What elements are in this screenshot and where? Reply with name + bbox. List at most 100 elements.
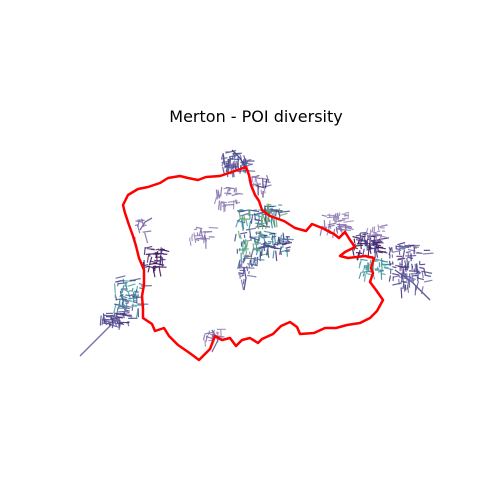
street-segment	[238, 209, 250, 213]
street-segment	[248, 209, 260, 213]
street-segment	[342, 228, 351, 232]
street-segment	[237, 230, 241, 239]
street-network	[79, 149, 434, 357]
street-segment	[121, 299, 133, 302]
street-segment	[99, 315, 102, 326]
street-segment	[353, 238, 356, 244]
street-segment	[376, 246, 386, 250]
street-segment	[229, 158, 232, 169]
street-segment	[198, 228, 202, 236]
street-segment	[143, 224, 147, 227]
street-segment	[131, 304, 137, 308]
street-segment	[420, 286, 424, 295]
street-segment	[411, 263, 414, 269]
street-segment	[235, 199, 238, 205]
street-segment	[335, 216, 338, 225]
street-segment	[231, 149, 247, 169]
street-segment	[248, 270, 250, 275]
street-segment	[275, 250, 278, 262]
street-segment	[142, 261, 145, 266]
street-segment	[335, 227, 338, 233]
street-segment	[271, 217, 276, 228]
street-segment	[227, 200, 238, 203]
street-segment	[239, 170, 246, 172]
street-segment	[273, 234, 277, 244]
street-segment	[139, 217, 153, 231]
street-segment	[234, 165, 237, 169]
street-segment	[119, 291, 123, 299]
street-segment	[282, 233, 285, 240]
street-segment	[268, 218, 270, 223]
street-segment	[220, 200, 227, 204]
street-segment	[218, 200, 221, 210]
street-segment	[119, 295, 126, 298]
street-segment	[259, 235, 265, 239]
street-segment	[416, 274, 419, 279]
street-segment	[366, 246, 377, 250]
street-segment	[255, 231, 258, 235]
street-segment	[217, 189, 221, 199]
street-segment	[355, 234, 361, 237]
street-segment	[402, 277, 405, 285]
street-segment	[118, 298, 121, 309]
street-segment	[118, 310, 129, 313]
street-segment	[158, 248, 165, 251]
street-segment	[421, 271, 424, 279]
street-segment	[395, 245, 406, 249]
street-segment	[213, 196, 218, 205]
street-segment	[256, 218, 260, 228]
street-segment	[243, 256, 246, 262]
street-segment	[424, 274, 430, 277]
street-segment	[101, 316, 105, 326]
street-segment	[242, 278, 245, 285]
street-segment	[249, 259, 252, 264]
street-segment	[378, 237, 389, 240]
street-segment	[115, 315, 123, 319]
street-segment	[266, 174, 270, 183]
street-segment	[368, 242, 372, 250]
street-segment	[149, 256, 153, 264]
street-segment	[247, 263, 257, 266]
street-segment	[243, 155, 248, 165]
street-segment	[110, 324, 121, 329]
street-segment	[234, 233, 237, 242]
street-segment	[131, 303, 134, 311]
street-segment	[249, 230, 252, 241]
street-segment	[368, 245, 372, 255]
street-segment	[215, 332, 220, 334]
street-segment	[243, 267, 247, 291]
street-segment	[263, 183, 266, 194]
street-segment	[377, 250, 388, 254]
street-segment	[383, 267, 394, 271]
street-segment	[372, 241, 384, 244]
street-segment	[138, 282, 144, 286]
street-segment	[367, 246, 370, 257]
street-segment	[220, 329, 222, 340]
street-segment	[392, 282, 401, 286]
street-segment	[422, 252, 434, 255]
street-segment	[240, 242, 243, 247]
street-segment	[208, 339, 213, 342]
street-segment	[266, 203, 272, 206]
street-segment	[414, 285, 417, 296]
street-segment	[121, 306, 130, 310]
street-segment	[285, 246, 291, 249]
street-segment	[327, 224, 335, 228]
street-segment	[245, 255, 253, 258]
street-segment	[116, 322, 125, 325]
street-segment	[124, 300, 130, 303]
street-segment	[388, 247, 392, 256]
street-segment	[343, 224, 352, 228]
street-segment	[397, 241, 406, 246]
street-segment	[269, 233, 277, 235]
street-segment	[277, 209, 281, 218]
street-segment	[271, 238, 274, 246]
street-segment	[270, 246, 281, 250]
street-segment	[155, 248, 160, 251]
street-segment	[102, 318, 110, 321]
street-segment	[225, 162, 228, 166]
street-segment	[395, 248, 401, 250]
street-segment	[279, 246, 282, 255]
street-segment	[267, 247, 270, 258]
street-segment	[361, 269, 365, 274]
